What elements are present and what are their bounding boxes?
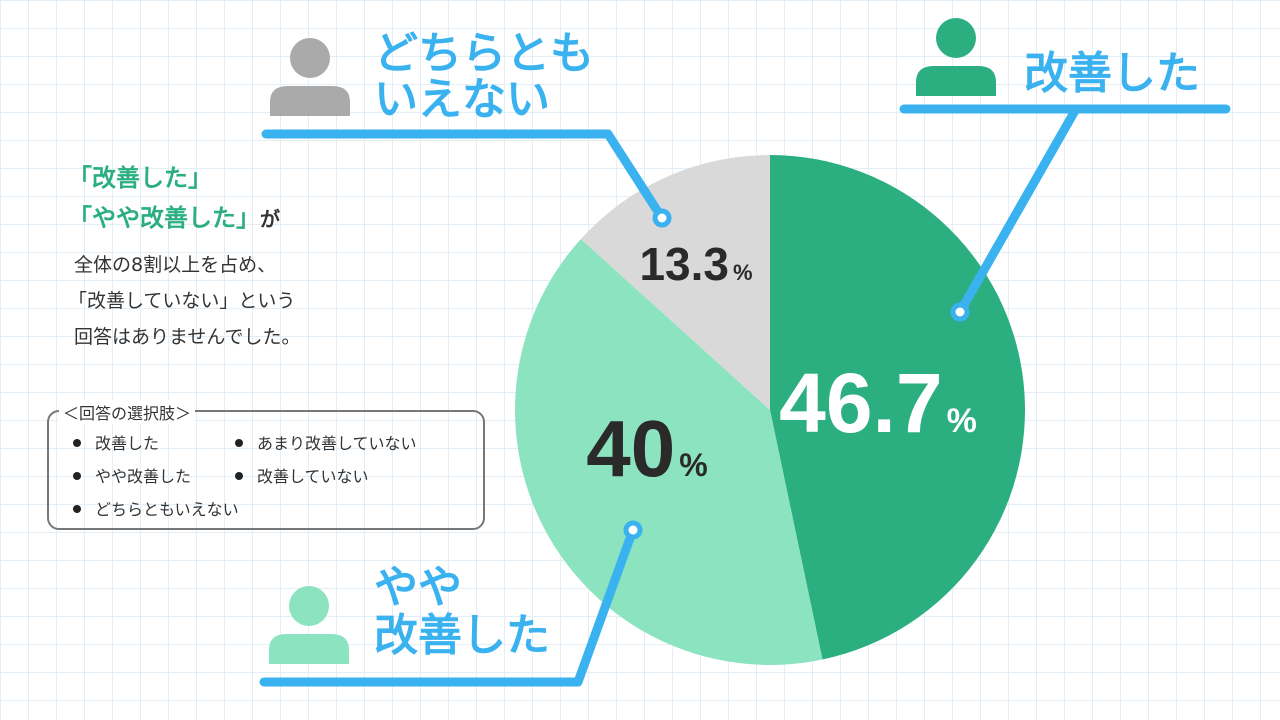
- pie-slice: [515, 238, 823, 665]
- slice-value: 13.3: [639, 238, 729, 290]
- person-body: [269, 634, 349, 664]
- choice-item: 改善していない: [235, 463, 369, 487]
- summary-line-3: 回答はありませんでした。: [74, 326, 301, 348]
- slice-value: 46.7: [779, 356, 943, 450]
- slice-unit: %: [733, 260, 753, 285]
- callout-label: いえない: [374, 75, 550, 124]
- summary-line-2: 「改善していない」という: [68, 290, 296, 312]
- summary-highlight-1: 「改善した」: [68, 164, 212, 192]
- leader-line: [603, 129, 667, 223]
- person-body: [916, 66, 996, 96]
- slice-value-label: 13.3%: [639, 238, 752, 290]
- summary-highlight-2: 「やや改善した」: [68, 204, 260, 232]
- choice-item: やや改善した: [73, 463, 191, 487]
- summary-body: 全体の8割以上を占め、 「改善していない」という 回答はありませんでした。: [68, 247, 398, 355]
- slice-value: 40: [586, 404, 675, 493]
- person-head: [289, 586, 329, 626]
- leader-line: [573, 525, 638, 687]
- callout-label: 改善した: [1024, 49, 1200, 98]
- slice-unit: %: [947, 402, 977, 440]
- leader-dot: [652, 208, 672, 228]
- person-icon: [916, 18, 996, 96]
- pie-slice: [580, 155, 770, 410]
- person-head: [290, 38, 330, 78]
- slice-unit: %: [679, 447, 707, 483]
- callout-label: どちらとも: [374, 29, 594, 78]
- choice-item: どちらともいえない: [73, 496, 239, 520]
- person-icon: [270, 38, 350, 116]
- summary-line-1: 全体の8割以上を占め、: [74, 254, 277, 276]
- slice-value-label: 46.7%: [779, 356, 977, 450]
- summary-highlight-2-row: 「やや改善した」が: [68, 198, 398, 239]
- summary-highlight-2-tail: が: [260, 207, 280, 231]
- leader-dot: [623, 520, 643, 540]
- choices-box: ＜回答の選択肢＞ 改善した あまり改善していない やや改善した 改善していない …: [47, 400, 485, 530]
- callout-label: 改善した: [374, 611, 550, 660]
- person-body: [270, 86, 350, 116]
- summary-text: 「改善した」 「やや改善した」が 全体の8割以上を占め、 「改善していない」とい…: [68, 158, 398, 355]
- callout-label: やや: [374, 563, 462, 612]
- person-head: [936, 18, 976, 58]
- slice-value-label: 40%: [586, 404, 707, 493]
- pie-slice: [770, 155, 1026, 660]
- leader-dot: [950, 302, 970, 322]
- leader-line: [955, 104, 1081, 317]
- choices-caption: ＜回答の選択肢＞: [59, 400, 196, 424]
- choice-item: 改善した: [73, 430, 159, 454]
- person-icon: [269, 586, 349, 664]
- choice-item: あまり改善していない: [235, 430, 417, 454]
